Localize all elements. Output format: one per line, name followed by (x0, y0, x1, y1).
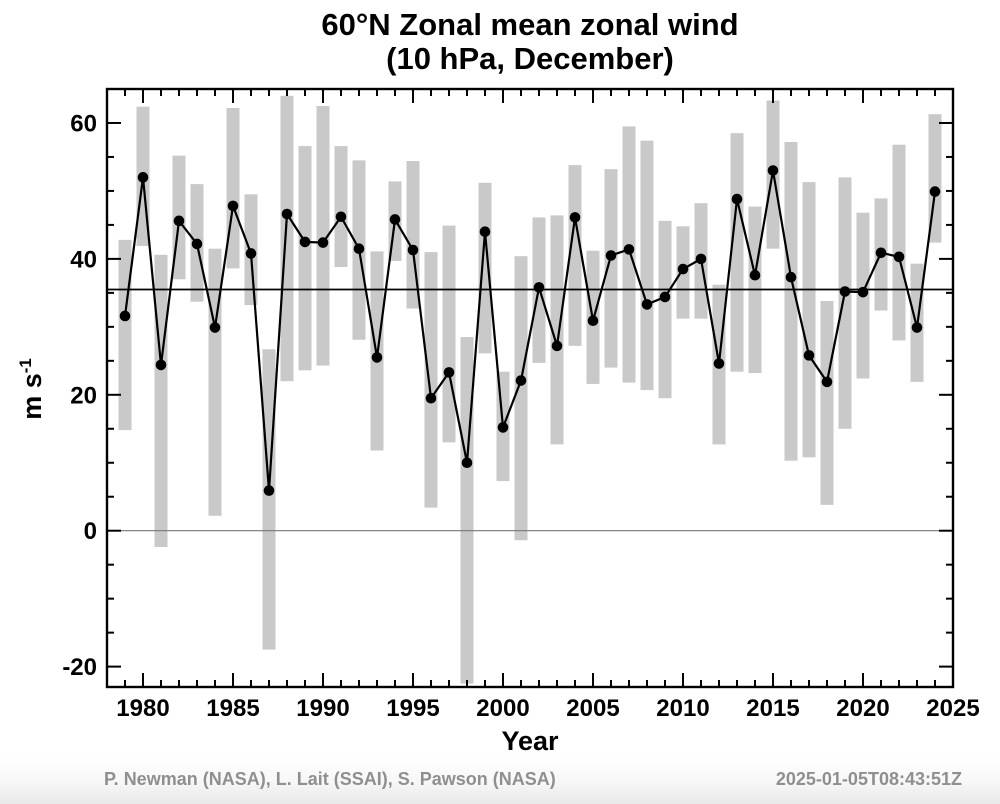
range-bar-2013 (730, 133, 744, 372)
data-point-1986 (245, 248, 257, 259)
range-bar-1999 (478, 182, 492, 354)
data-point-1987 (263, 485, 275, 496)
data-point-2000 (497, 422, 509, 433)
range-bar-1988 (280, 95, 294, 382)
data-point-1979 (119, 310, 131, 322)
data-point-2024 (929, 186, 941, 197)
range-bar-1990 (316, 105, 330, 366)
x-tick-label-2020: 2020 (836, 695, 889, 722)
x-tick-label-1995: 1995 (386, 695, 439, 722)
range-bar-2019 (838, 177, 852, 429)
y-axis-title-exponent: -1 (16, 358, 35, 374)
x-tick-label-2015: 2015 (746, 695, 799, 722)
data-point-1995 (407, 244, 419, 256)
data-point-2020 (857, 286, 869, 298)
data-point-1991 (335, 211, 347, 223)
data-point-2012 (713, 358, 725, 369)
data-point-2021 (875, 247, 887, 259)
x-tick-label-2025: 2025 (926, 695, 979, 722)
range-bar-2018 (820, 301, 834, 505)
data-point-2011 (695, 253, 707, 265)
axis-frame (105, 87, 955, 689)
x-tick-label-2000: 2000 (476, 695, 529, 722)
data-point-1997 (443, 367, 455, 378)
footer-bar: P. Newman (NASA), L. Lait (SSAI), S. Paw… (0, 756, 1000, 804)
data-point-1994 (389, 214, 401, 225)
range-bar-2022 (892, 144, 906, 341)
chart-title-line-1: 60°N Zonal mean zonal wind (321, 7, 739, 42)
data-point-2008 (641, 299, 653, 310)
data-point-2003 (551, 340, 563, 352)
data-point-1980 (137, 172, 149, 183)
mean-wind-line (123, 170, 937, 491)
x-tick-label-1980: 1980 (116, 695, 169, 722)
data-point-2001 (515, 375, 527, 386)
data-point-1988 (281, 208, 293, 220)
data-point-1989 (299, 236, 311, 248)
range-bar-1997 (442, 225, 456, 443)
data-point-2009 (659, 291, 671, 303)
data-point-2015 (767, 165, 779, 176)
data-point-2007 (623, 244, 635, 255)
range-bar-1989 (298, 146, 312, 371)
y-axis-title-base: m s (17, 373, 47, 420)
data-point-2014 (749, 269, 761, 281)
data-point-1990 (317, 237, 329, 248)
data-point-1996 (425, 392, 437, 404)
data-point-1983 (191, 238, 203, 250)
data-point-1985 (227, 200, 239, 212)
chart-title-line-2: (10 hPa, December) (386, 41, 674, 76)
data-point-1982 (173, 215, 185, 227)
data-point-2004 (569, 212, 581, 223)
range-bar-1991 (334, 146, 348, 268)
y-tick-label-0: 0 (84, 518, 97, 545)
range-bar-1987 (262, 349, 276, 650)
data-point-2017 (803, 350, 815, 361)
data-point-1992 (353, 243, 365, 254)
data-point-2022 (893, 251, 905, 263)
footer-credits: P. Newman (NASA), L. Lait (SSAI), S. Paw… (104, 769, 556, 789)
data-point-1998 (461, 457, 473, 469)
range-bar-2001 (514, 256, 528, 541)
data-point-2013 (731, 193, 743, 205)
data-point-1993 (371, 352, 383, 363)
data-point-2019 (839, 286, 851, 297)
y-axis-title: m s-1 (16, 324, 48, 454)
data-point-2018 (821, 376, 833, 388)
data-point-2016 (785, 271, 797, 283)
x-tick-label-1990: 1990 (296, 695, 349, 722)
range-bar-1979 (118, 239, 132, 431)
y-tick-label-40: 40 (70, 246, 97, 273)
data-point-1999 (479, 226, 491, 238)
range-bar-1996 (424, 252, 438, 508)
range-bar-2003 (550, 215, 564, 445)
data-point-1981 (155, 359, 167, 371)
footer-timestamp: 2025-01-05T08:43:51Z (775, 769, 962, 789)
range-bar-2008 (640, 140, 654, 391)
range-bar-2004 (568, 165, 582, 346)
range-bar-1998 (460, 337, 474, 684)
y-tick-label--20: -20 (62, 654, 97, 681)
data-point-2010 (677, 263, 689, 275)
x-tick-label-1985: 1985 (206, 695, 259, 722)
y-tick-label-60: 60 (70, 110, 97, 137)
data-point-2005 (587, 315, 599, 327)
data-point-1984 (209, 322, 221, 333)
range-bar-2006 (604, 169, 618, 368)
y-tick-label-20: 20 (70, 382, 97, 409)
range-bar-2016 (784, 142, 798, 461)
plot-area: 1980 1985 1990 1995 2000 2005 2010 2015 2020 2025… (62, 87, 980, 722)
range-bar-2009 (658, 220, 672, 399)
range-bar-2017 (802, 182, 816, 458)
range-bar-1981 (154, 254, 168, 548)
range-bar-1985 (226, 108, 240, 269)
data-point-2002 (533, 282, 545, 293)
data-point-2006 (605, 250, 617, 261)
x-axis-title: Year (501, 726, 559, 756)
x-tick-label-2005: 2005 (566, 695, 619, 722)
data-point-2023 (911, 322, 923, 333)
x-tick-label-2010: 2010 (656, 695, 709, 722)
